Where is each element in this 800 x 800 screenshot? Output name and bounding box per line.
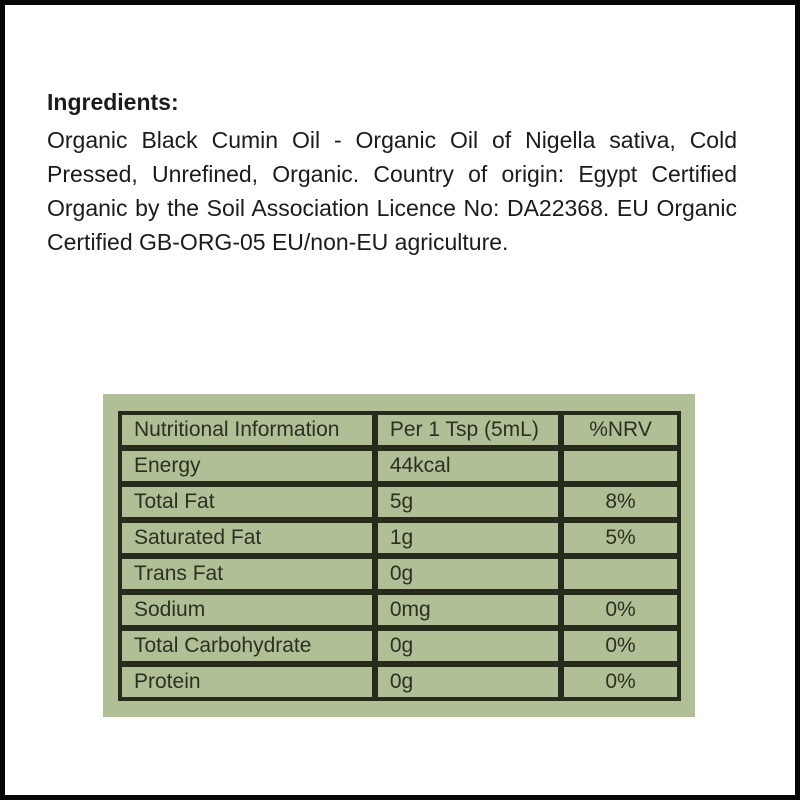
cell-amount: 0mg [374, 592, 562, 628]
table-header-row: Nutritional Information Per 1 Tsp (5mL) … [119, 412, 680, 448]
ingredients-text: Organic Black Cumin Oil - Organic Oil of… [47, 127, 737, 255]
row-energy: Energy 44kcal [119, 448, 680, 484]
row-sodium: Sodium 0mg 0% [119, 592, 680, 628]
cell-amount: 44kcal [374, 448, 562, 484]
cell-nrv: 8% [561, 484, 680, 520]
cell-amount: 0g [374, 556, 562, 592]
cell-nutrient-name: Saturated Fat [119, 520, 375, 556]
ingredients-heading: Ingredients: [47, 89, 179, 115]
nutrition-table: Nutritional Information Per 1 Tsp (5mL) … [118, 411, 681, 701]
row-saturated-fat: Saturated Fat 1g 5% [119, 520, 680, 556]
row-total-fat: Total Fat 5g 8% [119, 484, 680, 520]
col-header-nrv: %NRV [561, 412, 680, 448]
row-total-carbohydrate: Total Carbohydrate 0g 0% [119, 628, 680, 664]
cell-amount: 0g [374, 628, 562, 664]
ingredients-section: Ingredients: Organic Black Cumin Oil - O… [47, 87, 737, 259]
row-trans-fat: Trans Fat 0g [119, 556, 680, 592]
cell-nrv [561, 556, 680, 592]
cell-nrv [561, 448, 680, 484]
cell-nrv: 0% [561, 664, 680, 700]
nutrition-panel: Nutritional Information Per 1 Tsp (5mL) … [103, 394, 695, 717]
cell-amount: 5g [374, 484, 562, 520]
cell-nutrient-name: Total Carbohydrate [119, 628, 375, 664]
row-protein: Protein 0g 0% [119, 664, 680, 700]
cell-amount: 1g [374, 520, 562, 556]
col-header-per-serving: Per 1 Tsp (5mL) [374, 412, 562, 448]
col-header-nutritional-information: Nutritional Information [119, 412, 375, 448]
cell-nrv: 5% [561, 520, 680, 556]
cell-nutrient-name: Trans Fat [119, 556, 375, 592]
cell-nutrient-name: Protein [119, 664, 375, 700]
cell-nutrient-name: Energy [119, 448, 375, 484]
cell-nutrient-name: Total Fat [119, 484, 375, 520]
cell-nrv: 0% [561, 628, 680, 664]
cell-nutrient-name: Sodium [119, 592, 375, 628]
cell-amount: 0g [374, 664, 562, 700]
cell-nrv: 0% [561, 592, 680, 628]
